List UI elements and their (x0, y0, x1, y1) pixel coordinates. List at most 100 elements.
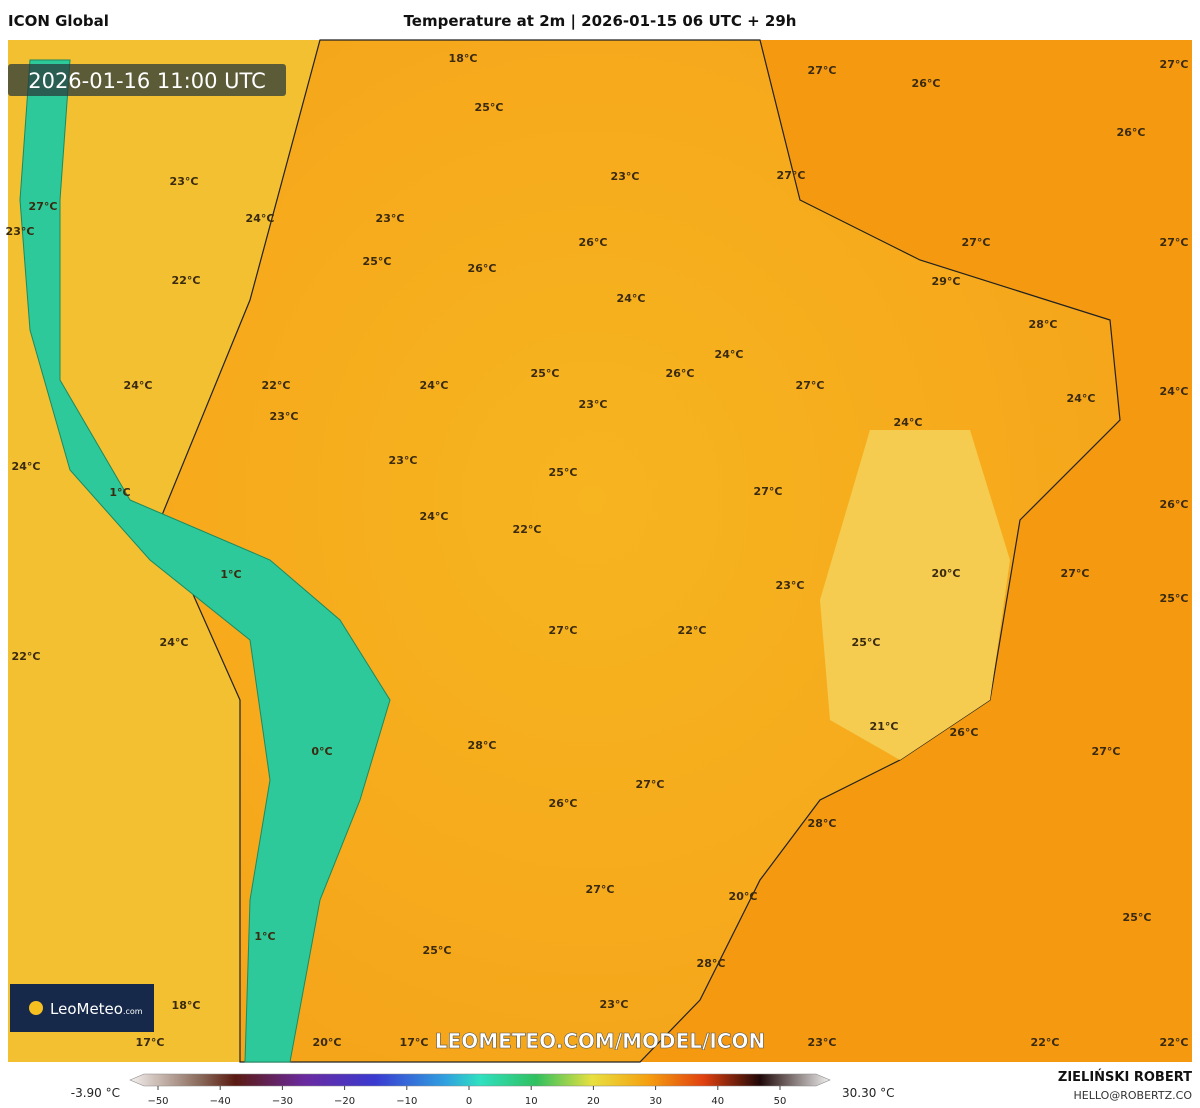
temperature-label: 26°C (950, 726, 979, 739)
temperature-label: 26°C (1160, 498, 1189, 511)
temperature-label: 27°C (1061, 567, 1090, 580)
temperature-label: 23°C (170, 175, 199, 188)
colorbar-min: -3.90 °C (71, 1086, 120, 1100)
temperature-label: 1°C (220, 568, 241, 581)
temperature-label: 27°C (1160, 236, 1189, 249)
temperature-label: 20°C (313, 1036, 342, 1049)
temperature-label: 23°C (611, 170, 640, 183)
temperature-label: 23°C (6, 225, 35, 238)
colorbar-tick-label: 40 (711, 1096, 724, 1107)
temperature-label: 27°C (549, 624, 578, 637)
temperature-label: 22°C (513, 523, 542, 536)
temperature-label: 27°C (586, 883, 615, 896)
temperature-label: 20°C (729, 890, 758, 903)
temperature-label: 23°C (808, 1036, 837, 1049)
temperature-label: 21°C (870, 720, 899, 733)
timestamp: 2026-01-16 11:00 UTC (28, 69, 266, 93)
temperature-label: 22°C (12, 650, 41, 663)
temperature-label: 24°C (1160, 385, 1189, 398)
temperature-label: 25°C (549, 466, 578, 479)
colorbar-tick-label: −50 (147, 1096, 168, 1107)
author: ZIELIŃSKI ROBERT (1058, 1069, 1192, 1085)
temperature-label: 24°C (894, 416, 923, 429)
map (8, 39, 1192, 1063)
colorbar-tick-label: 30 (649, 1096, 662, 1107)
temperature-label: 22°C (172, 274, 201, 287)
temperature-label: 25°C (531, 367, 560, 380)
temperature-label: 25°C (852, 636, 881, 649)
temperature-label: 24°C (1067, 392, 1096, 405)
temperature-label: 23°C (376, 212, 405, 225)
temperature-label: 23°C (600, 998, 629, 1011)
temperature-label: 28°C (1029, 318, 1058, 331)
temperature-label: 25°C (1123, 911, 1152, 924)
temperature-label: 24°C (246, 212, 275, 225)
temperature-label: 27°C (754, 485, 783, 498)
andes (19, 59, 391, 1063)
logo-brand: LeoMeteo (50, 1000, 123, 1018)
temperature-label: 28°C (808, 817, 837, 830)
logo-text: LeoMeteo.com (50, 1000, 143, 1018)
temperature-label: 29°C (932, 275, 961, 288)
colorbar-tick-label: −40 (210, 1096, 231, 1107)
temperature-label: 23°C (776, 579, 805, 592)
temperature-label: 25°C (363, 255, 392, 268)
colorbar-max: 30.30 °C (842, 1086, 895, 1100)
temperature-label: 26°C (549, 797, 578, 810)
colorbar-tick-label: −30 (272, 1096, 293, 1107)
temperature-label: 22°C (1160, 1036, 1189, 1049)
temperature-label: 18°C (449, 52, 478, 65)
temperature-label: 25°C (475, 101, 504, 114)
continent (159, 39, 1121, 1063)
temperature-label: 28°C (468, 739, 497, 752)
temperature-label: 22°C (1031, 1036, 1060, 1049)
temperature-label: 24°C (12, 460, 41, 473)
colorbar-tick-label: 10 (525, 1096, 538, 1107)
temperature-label: 27°C (808, 64, 837, 77)
temperature-label: 24°C (715, 348, 744, 361)
temperature-label: 17°C (136, 1036, 165, 1049)
colorbar-tick-label: −20 (334, 1096, 355, 1107)
timestamp-box (8, 64, 286, 96)
temperature-label: 27°C (1092, 745, 1121, 758)
logo-sun (29, 1001, 43, 1015)
temperature-label: 17°C (400, 1036, 429, 1049)
temperature-label: 23°C (579, 398, 608, 411)
temperature-label: 20°C (932, 567, 961, 580)
temperature-label: 23°C (389, 454, 418, 467)
temperature-label: 26°C (666, 367, 695, 380)
temperature-label: 25°C (423, 944, 452, 957)
colorbar-tick-label: 20 (587, 1096, 600, 1107)
contact: HELLO@ROBERTZ.CO (1074, 1089, 1193, 1102)
model-name: ICON Global (8, 12, 109, 30)
watermark: LEOMETEO.COM/MODEL/ICON (435, 1029, 765, 1053)
temperature-label: 28°C (697, 957, 726, 970)
temperature-label: 1°C (254, 930, 275, 943)
temperature-label: 24°C (420, 510, 449, 523)
temperature-label: 23°C (270, 410, 299, 423)
colorbar-tick-label: −10 (396, 1096, 417, 1107)
temperature-label: 26°C (468, 262, 497, 275)
temperature-label: 26°C (912, 77, 941, 90)
logo-suffix: .com (123, 1007, 143, 1016)
colorbar-tick-label: 50 (774, 1096, 787, 1107)
temperature-label: 0°C (311, 745, 332, 758)
colorbar (129, 1073, 831, 1087)
temperature-label: 24°C (617, 292, 646, 305)
temperature-label: 18°C (172, 999, 201, 1012)
map-title: Temperature at 2m | 2026-01-15 06 UTC + … (404, 12, 797, 31)
colorbar-tick-label: 0 (466, 1096, 472, 1107)
temperature-label: 24°C (124, 379, 153, 392)
temperature-labels: 18°C 27°C 26°C 27°C 25°C 26°C 23°C 27°C 23°C 27°C… (6, 52, 1189, 1049)
temperature-label: 1°C (109, 486, 130, 499)
temperature-label: 24°C (420, 379, 449, 392)
temperature-label: 27°C (29, 200, 58, 213)
temperature-label: 27°C (777, 169, 806, 182)
colorbar-ticks: −50 −40 −30 −20 −10 0 10 20 30 40 50 (147, 1086, 786, 1107)
highlands (820, 430, 1010, 760)
temperature-label: 26°C (579, 236, 608, 249)
temperature-label: 24°C (160, 636, 189, 649)
temperature-label: 27°C (1160, 58, 1189, 71)
temperature-label: 27°C (962, 236, 991, 249)
